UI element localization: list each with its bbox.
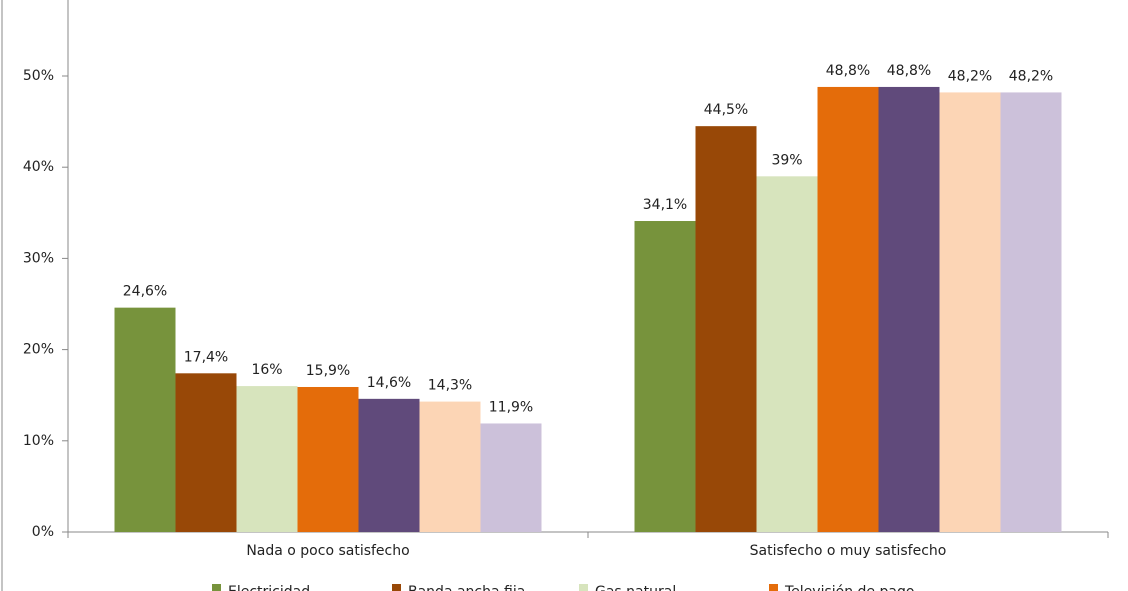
bar [756,176,818,532]
value-label: 24,6% [123,284,167,300]
bar [236,386,298,532]
bar [695,126,757,532]
value-label: 17,4% [184,349,228,365]
bar [114,307,176,532]
bar [634,221,696,532]
value-label: 14,6% [367,375,411,391]
bar [175,373,237,532]
legend-label: Electricidad [228,584,310,591]
value-label: 48,2% [1009,68,1053,84]
legend-label: Gas natural [595,584,676,591]
legend-label: Televisión de pago [784,584,914,591]
value-label: 14,3% [428,378,472,394]
value-label: 44,5% [704,102,748,118]
y-tick-label: 20% [23,342,54,358]
bar [1000,92,1062,532]
bar [419,401,481,532]
value-label: 48,2% [948,68,992,84]
bar [878,86,940,532]
y-tick-label: 10% [23,433,54,449]
legend-swatch [579,584,588,591]
bar [817,86,879,532]
value-label: 11,9% [489,399,533,415]
y-tick-label: 40% [23,159,54,175]
value-label: 16% [251,362,282,378]
y-tick-label: 30% [23,250,54,266]
bar [297,386,359,532]
x-tick-label: Nada o poco satisfecho [246,543,409,559]
value-label: 48,8% [826,63,870,79]
value-label: 34,1% [643,197,687,213]
value-label: 39% [771,152,802,168]
y-tick-label: 0% [32,524,54,540]
bar [480,423,542,532]
legend-swatch [212,584,221,591]
value-label: 48,8% [887,63,931,79]
x-tick-label: Satisfecho o muy satisfecho [750,543,947,559]
legend-swatch [769,584,778,591]
bar [939,92,1001,532]
value-label: 15,9% [306,363,350,379]
legend-swatch [392,584,401,591]
legend-label: Banda ancha fija [408,584,525,591]
y-tick-label: 50% [23,68,54,84]
bar [358,398,420,532]
